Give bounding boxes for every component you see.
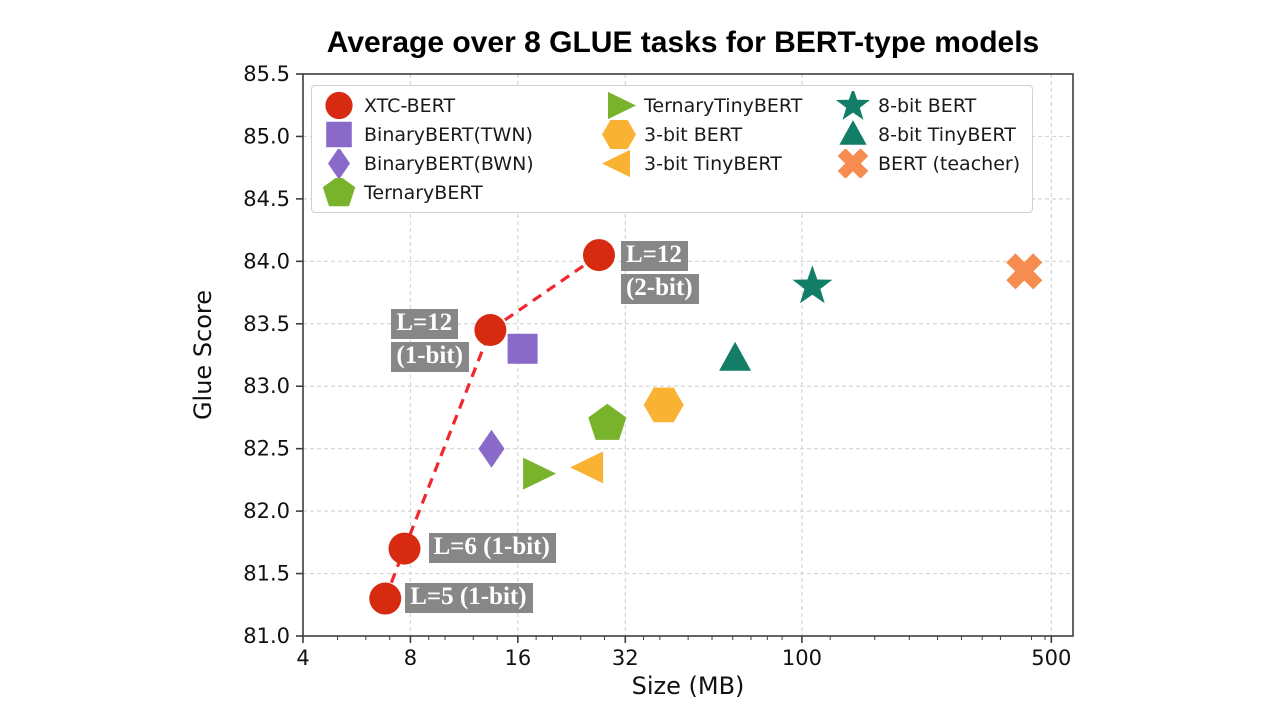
point-XTC-BERT-3 <box>582 239 615 272</box>
point-BERT (teacher)-0 <box>1006 253 1043 290</box>
series-TernaryBERT <box>588 403 627 440</box>
diamond-glyph <box>328 149 350 178</box>
legend-label: XTC-BERT <box>364 94 456 117</box>
series-3-bit BERT <box>643 387 684 423</box>
triangle-right-glyph <box>608 91 636 120</box>
legend-label: 8-bit BERT <box>878 94 977 117</box>
legend-column-2: 8-bit BERT 8-bit TinyBERT BERT (teacher) <box>836 91 1020 207</box>
pentagon-icon <box>322 178 356 207</box>
y-tick-label-85.5: 85.5 <box>243 62 290 86</box>
hexagon-icon <box>602 120 636 149</box>
annotation-line: L=6 (1-bit) <box>428 532 556 563</box>
legend-item-3-bit TinyBERT: 3-bit TinyBERT <box>602 149 814 178</box>
y-tick-label-85: 85.0 <box>243 124 290 148</box>
x-thick-icon <box>837 149 869 178</box>
point-8-bit TinyBERT-0 <box>719 341 752 371</box>
star-glyph <box>836 91 870 120</box>
triangle-left-icon <box>602 149 630 178</box>
y-tick-label-81: 81.0 <box>243 624 290 648</box>
x-tick-label-100: 100 <box>782 646 822 670</box>
annotation-line: L=5 (1-bit) <box>405 582 533 613</box>
x-tick-label-500: 500 <box>1031 646 1071 670</box>
legend-label: BinaryBERT(BWN) <box>364 152 534 175</box>
legend-label: 3-bit TinyBERT <box>644 152 782 175</box>
legend-item-TernaryBERT: TernaryBERT <box>322 178 580 207</box>
point-TernaryTinyBERT-0 <box>523 457 557 490</box>
legend-item-XTC-BERT: XTC-BERT <box>322 91 580 120</box>
point-BinaryBERT(TWN)-0 <box>507 333 538 364</box>
circle-glyph <box>325 91 353 120</box>
axis-ticks: 4 8 16 32 100 500 81.0 81.5 82.0 82.5 83.0 83.5 84.0… <box>243 62 1071 670</box>
series-BERT (teacher) <box>1006 253 1043 290</box>
trend-line-XTC-BERT <box>383 253 600 600</box>
series-3-bit TinyBERT <box>570 451 604 484</box>
annotation-line: L=12 <box>391 309 459 340</box>
triangle-up-icon <box>839 120 867 145</box>
y-tick-label-81.5: 81.5 <box>243 562 290 586</box>
y-tick-label-82: 82.0 <box>243 499 290 523</box>
legend-item-3-bit BERT: 3-bit BERT <box>602 120 814 149</box>
triangle-left-glyph <box>602 149 630 178</box>
legend-item-BinaryBERT(BWN): BinaryBERT(BWN) <box>322 149 580 178</box>
square-icon <box>326 121 352 148</box>
point-TernaryBERT-0 <box>588 403 627 440</box>
hexagon-glyph <box>602 120 636 149</box>
legend-label: BERT (teacher) <box>878 152 1021 175</box>
x-tick-label-32: 32 <box>612 646 639 670</box>
point-8-bit BERT-0 <box>792 265 833 304</box>
star-icon <box>836 91 870 120</box>
y-tick-label-84.5: 84.5 <box>243 187 290 211</box>
y-tick-label-84: 84.0 <box>243 249 290 273</box>
y-tick-label-82.5: 82.5 <box>243 437 290 461</box>
triangle-up-glyph <box>839 120 867 145</box>
annotation-line: (1-bit) <box>391 342 470 373</box>
legend-label: TernaryTinyBERT <box>644 94 803 117</box>
legend-label: 8-bit TinyBERT <box>878 123 1016 146</box>
annotation-line: L=12 <box>620 241 688 272</box>
annotation-L=12-(2-bit): L=12 (2-bit) <box>620 241 699 305</box>
point-XTC-BERT-1 <box>388 532 421 565</box>
series-BinaryBERT(TWN) <box>507 333 538 364</box>
diamond-icon <box>328 149 350 178</box>
legend-item-BERT (teacher): BERT (teacher) <box>836 149 1020 178</box>
x-tick-label-16: 16 <box>504 646 531 670</box>
legend-item-8-bit TinyBERT: 8-bit TinyBERT <box>836 120 1020 149</box>
series-8-bit TinyBERT <box>719 341 752 371</box>
x-thick-glyph <box>837 149 869 178</box>
annotation-L=5 (1-bit): L=5 (1-bit) <box>405 582 533 613</box>
x-tick-label-8: 8 <box>404 646 417 670</box>
x-axis-label: Size (MB) <box>631 672 745 700</box>
series-BinaryBERT(BWN) <box>478 429 505 468</box>
legend-label: TernaryBERT <box>364 181 483 204</box>
x-tick-label-4: 4 <box>296 646 309 670</box>
y-tick-label-83: 83.0 <box>243 374 290 398</box>
series-8-bit BERT <box>792 265 833 304</box>
legend-label: BinaryBERT(TWN) <box>364 123 533 146</box>
legend: XTC-BERT BinaryBERT(TWN) BinaryBERT(BWN) Te… <box>311 85 1034 213</box>
y-tick-label-83.5: 83.5 <box>243 312 290 336</box>
circle-icon <box>325 91 353 120</box>
legend-item-8-bit BERT: 8-bit BERT <box>836 91 1020 120</box>
y-axis-label: Glue Score <box>189 289 217 421</box>
chart-title: Average over 8 GLUE tasks for BERT-type … <box>326 26 1040 59</box>
annotation-L=12-(1-bit): L=12 (1-bit) <box>391 309 470 373</box>
point-XTC-BERT-0 <box>369 582 402 615</box>
series-XTC-BERT <box>369 239 615 615</box>
annotation-L=6 (1-bit): L=6 (1-bit) <box>428 532 556 563</box>
legend-column-0: XTC-BERT BinaryBERT(TWN) BinaryBERT(BWN) Te… <box>322 91 580 207</box>
legend-item-TernaryTinyBERT: TernaryTinyBERT <box>602 91 814 120</box>
point-3-bit BERT-0 <box>643 387 684 423</box>
point-3-bit TinyBERT-0 <box>570 451 604 484</box>
square-glyph <box>326 121 352 148</box>
point-BinaryBERT(BWN)-0 <box>478 429 505 468</box>
pentagon-glyph <box>322 178 356 207</box>
series-TernaryTinyBERT <box>523 457 557 490</box>
legend-column-1: TernaryTinyBERT 3-bit BERT 3-bit TinyBERT <box>602 91 814 207</box>
legend-item-BinaryBERT(TWN): BinaryBERT(TWN) <box>322 120 580 149</box>
point-XTC-BERT-2 <box>474 314 507 347</box>
legend-label: 3-bit BERT <box>644 123 743 146</box>
triangle-right-icon <box>608 91 636 120</box>
annotation-line: (2-bit) <box>620 274 699 305</box>
